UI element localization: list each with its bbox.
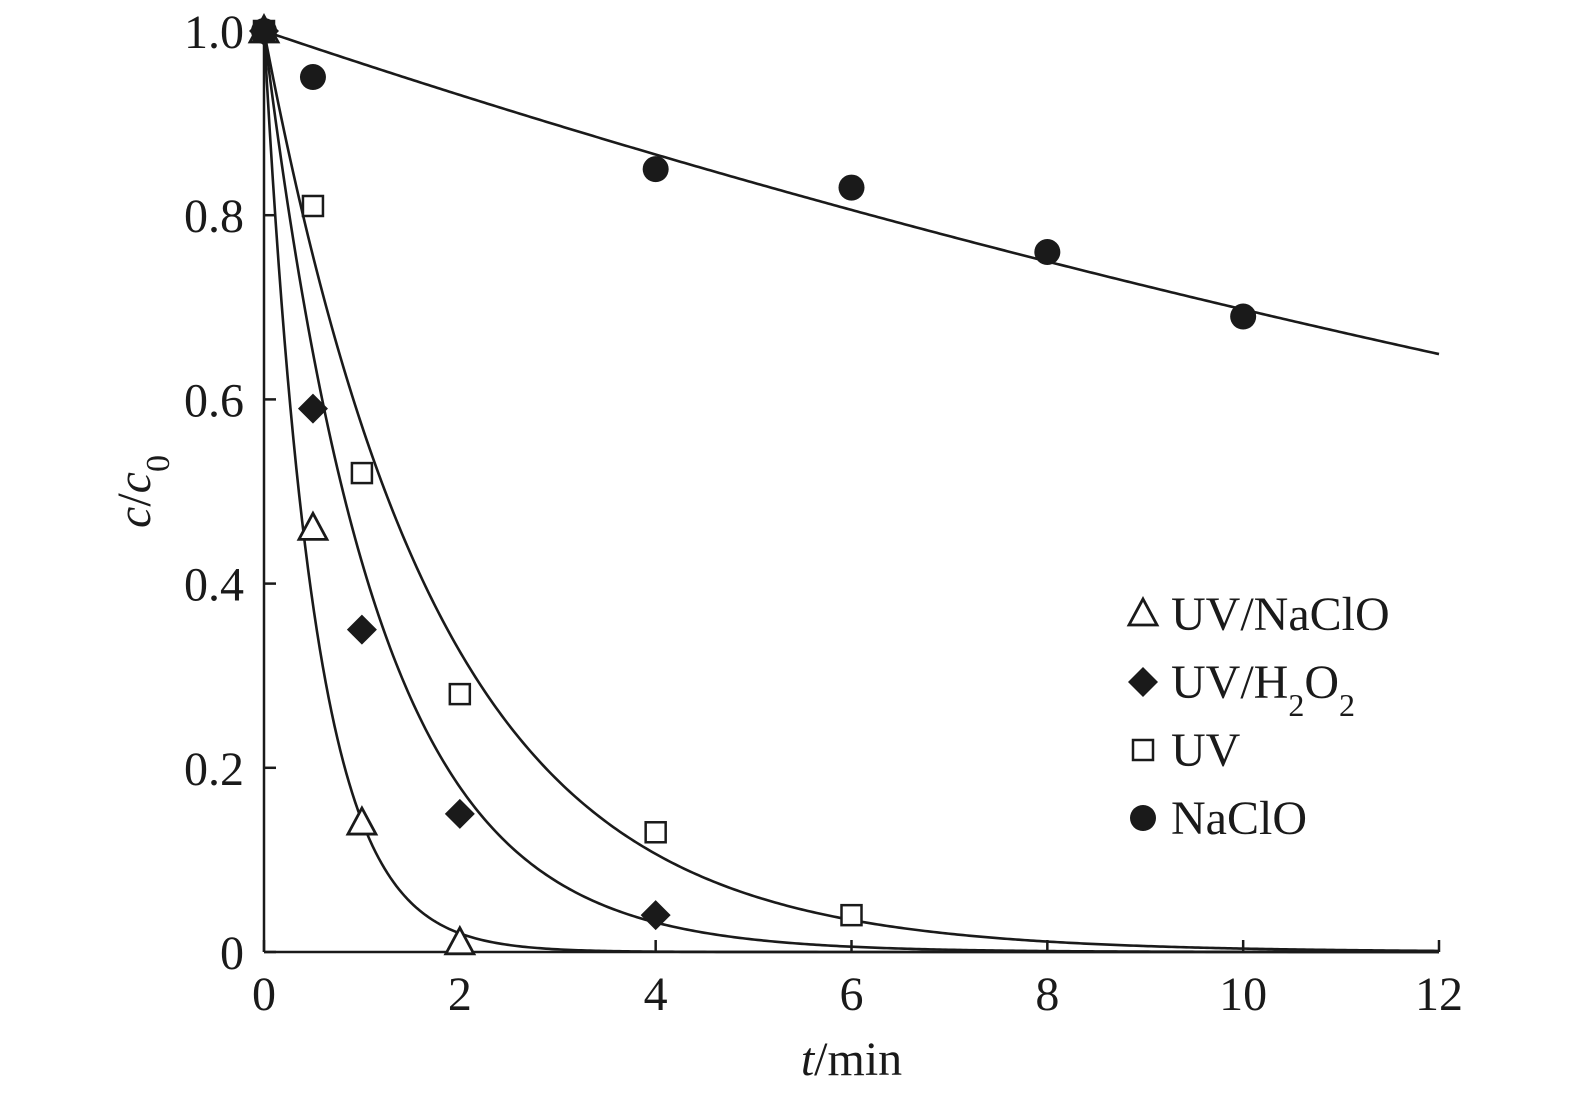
x-tick-label: 10 <box>1219 968 1267 1021</box>
legend-label-part: UV/H <box>1171 656 1288 709</box>
legend-label-part: O <box>1304 656 1339 709</box>
y-tick-label: 0 <box>220 927 244 980</box>
legend-marker <box>1126 596 1160 627</box>
y-tick-label: 0.6 <box>184 374 244 427</box>
x-tick-label: 4 <box>644 968 668 1021</box>
data-point-marker <box>296 510 330 541</box>
markers-group <box>247 13 1257 956</box>
x-tick-label: 0 <box>252 968 276 1021</box>
y-axis-title-c0: c <box>108 472 161 493</box>
legend-marker <box>1130 805 1156 831</box>
data-point-marker <box>1034 239 1061 266</box>
legend-marker <box>1128 667 1158 697</box>
y-axis-title-subscript: 0 <box>140 455 177 472</box>
data-point-marker <box>350 461 374 485</box>
data-point-marker <box>1230 303 1257 330</box>
x-tick-label: 2 <box>448 968 472 1021</box>
x-axis-title-unit: /min <box>814 1033 902 1086</box>
legend-marker <box>1131 738 1155 762</box>
data-point-marker <box>345 805 379 836</box>
x-axis-title-italic: t <box>801 1033 816 1086</box>
x-tick-label: 6 <box>840 968 864 1021</box>
data-point-marker <box>444 798 475 829</box>
y-tick-label: 0.2 <box>184 743 244 796</box>
data-point-marker <box>443 924 477 956</box>
data-point-marker <box>640 900 671 931</box>
data-point-marker <box>299 64 326 91</box>
legend-label: UV/NaClO <box>1171 588 1390 641</box>
y-tick-label: 0.8 <box>184 190 244 243</box>
y-axis-title-slash: / <box>108 493 161 507</box>
legend-label-part: 2 <box>1339 687 1355 723</box>
data-point-marker <box>251 18 277 44</box>
legend-label: UV <box>1171 724 1241 777</box>
legend-label: UV/H2O2 <box>1171 656 1355 723</box>
data-point-marker <box>297 393 328 424</box>
legend-label: NaClO <box>1171 792 1307 845</box>
data-point-marker <box>644 821 667 844</box>
data-point-marker <box>448 682 472 706</box>
data-point-marker <box>301 194 325 218</box>
y-axis-title-c: c <box>108 507 161 528</box>
x-tick-label: 8 <box>1035 968 1059 1021</box>
x-tick-label: 12 <box>1415 968 1463 1021</box>
y-tick-label: 0.4 <box>184 559 244 612</box>
ticks-group: 0 2 4 6 8 10 12 0 0.2 0.4 0.6 0.8 1.0 <box>184 6 1463 1021</box>
y-axis-title: c/c0 <box>108 455 177 528</box>
x-axis-title: t/min <box>801 1033 902 1086</box>
data-point-marker <box>838 174 865 201</box>
data-point-marker <box>346 614 377 645</box>
y-tick-label: 1.0 <box>184 6 244 59</box>
data-point-marker <box>840 903 863 927</box>
legend-label-part: 2 <box>1288 687 1304 723</box>
data-point-marker <box>642 156 669 183</box>
